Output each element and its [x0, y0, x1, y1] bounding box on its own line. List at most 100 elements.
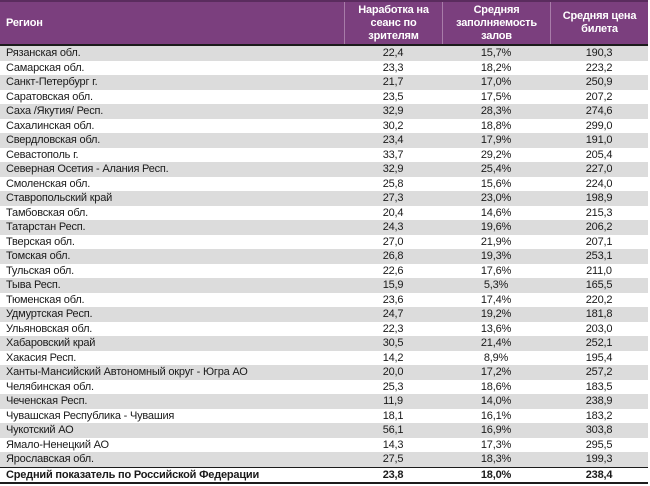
- region-cell: Саратовская обл.: [6, 90, 93, 103]
- price-cell: 299,0: [585, 119, 613, 132]
- occupancy-cell: 8,9%: [483, 351, 509, 364]
- price-cell: 252,1: [585, 337, 613, 349]
- table-row: Чукотский АО 56,1 16,9% 303,8: [0, 423, 648, 438]
- price-cell: 198,9: [585, 192, 613, 204]
- region-cell: Тюменская обл.: [6, 293, 85, 306]
- table-row: Саратовская обл. 23,5 17,5% 207,2: [0, 89, 648, 104]
- occupancy-cell: 17,2%: [480, 366, 512, 378]
- per-session-cell: 30,2: [382, 119, 404, 132]
- occupancy-cell: 17,0%: [480, 76, 512, 88]
- price-cell: 165,5: [585, 279, 613, 291]
- table-row: Саха /Якутия/ Респ. 32,9 28,3% 274,6: [0, 104, 648, 119]
- occupancy-cell: 19,3%: [480, 250, 512, 262]
- region-cell: Ханты-Мансийский Автономный округ - Югра…: [6, 366, 248, 378]
- table-row: Чувашская Республика - Чувашия 18,1 16,1% 1…: [0, 408, 648, 423]
- region-cell: Тверская обл.: [6, 235, 75, 248]
- region-cell: Сахалинская обл.: [6, 119, 95, 132]
- price-cell: 199,3: [585, 453, 613, 465]
- occupancy-cell: 5,3%: [483, 279, 509, 291]
- occupancy-cell: 15,6%: [480, 177, 512, 190]
- table-row: Чеченская Респ. 11,9 14,0% 238,9: [0, 394, 648, 409]
- per-session-cell: 56,1: [382, 424, 404, 436]
- occupancy-cell: 14,0%: [480, 395, 512, 407]
- per-session-cell: 15,9: [382, 279, 404, 291]
- table-row: Тыва Респ. 15,9 5,3% 165,5: [0, 278, 648, 293]
- table-row: Самарская обл. 23,3 18,2% 223,2: [0, 60, 648, 75]
- occupancy-cell: 17,9%: [480, 134, 512, 146]
- price-cell: 207,2: [585, 90, 613, 103]
- column-header-avg-ticket-price: Средняя цена билета: [550, 2, 648, 44]
- per-session-cell: 27,0: [382, 235, 404, 248]
- per-session-cell: 20,0: [382, 366, 404, 378]
- column-header-region: Регион: [6, 16, 43, 29]
- price-cell: 220,2: [585, 293, 613, 306]
- price-cell: 195,4: [585, 351, 613, 364]
- region-cell: Томская обл.: [6, 250, 71, 262]
- region-cell: Чувашская Республика - Чувашия: [6, 409, 175, 422]
- region-cell: Хакасия Респ.: [6, 351, 77, 364]
- table-row: Рязанская обл. 22,4 15,7% 190,3: [0, 46, 648, 61]
- occupancy-cell: 17,3%: [480, 438, 512, 451]
- table-row: Севастополь г. 33,7 29,2% 205,4: [0, 147, 648, 162]
- table-row: Хабаровский край 30,5 21,4% 252,1: [0, 336, 648, 351]
- per-session-cell: 25,3: [382, 380, 404, 393]
- price-cell: 203,0: [585, 322, 613, 335]
- table-row: Тамбовская обл. 20,4 14,6% 215,3: [0, 205, 648, 220]
- region-cell: Рязанская обл.: [6, 47, 81, 59]
- price-cell: 190,3: [585, 47, 613, 59]
- table-row: Сахалинская обл. 30,2 18,8% 299,0: [0, 118, 648, 133]
- region-cell: Чеченская Респ.: [6, 395, 88, 407]
- total-price-value: 238,4: [585, 468, 613, 481]
- total-occupancy-value: 18,0%: [480, 468, 512, 481]
- region-cell: Ульяновская обл.: [6, 322, 93, 335]
- table-row: Ямало-Ненецкий АО 14,3 17,3% 295,5: [0, 437, 648, 452]
- region-cell: Северная Осетия - Алания Респ.: [6, 163, 169, 175]
- occupancy-cell: 23,0%: [480, 192, 512, 204]
- table-row: Тюменская обл. 23,6 17,4% 220,2: [0, 292, 648, 307]
- total-row: Средний показатель по Российской Федерац…: [0, 466, 648, 484]
- region-cell: Севастополь г.: [6, 148, 79, 161]
- per-session-cell: 11,9: [383, 395, 403, 407]
- occupancy-cell: 16,9%: [480, 424, 512, 436]
- price-cell: 274,6: [585, 105, 613, 117]
- per-session-cell: 25,8: [382, 177, 404, 190]
- price-cell: 250,9: [585, 76, 613, 88]
- price-cell: 211,0: [586, 264, 612, 277]
- occupancy-cell: 18,3%: [480, 453, 512, 465]
- occupancy-cell: 14,6%: [480, 206, 512, 219]
- per-session-cell: 24,3: [382, 221, 404, 233]
- per-session-cell: 14,2: [382, 351, 404, 364]
- column-header-hall-occupancy: Средняя заполняемость залов: [442, 2, 550, 44]
- table-row: Томская обл. 26,8 19,3% 253,1: [0, 249, 648, 264]
- price-cell: 183,2: [585, 409, 613, 422]
- table-body: Рязанская обл. 22,4 15,7% 190,3 Самарская об…: [0, 46, 648, 467]
- table-row: Свердловская обл. 23,4 17,9% 191,0: [0, 133, 648, 148]
- occupancy-cell: 17,6%: [480, 264, 512, 277]
- price-cell: 215,3: [585, 206, 613, 219]
- table-row: Тульская обл. 22,6 17,6% 211,0: [0, 263, 648, 278]
- table-row: Ярославская обл. 27,5 18,3% 199,3: [0, 452, 648, 467]
- table-row: Санкт-Петербург г. 21,7 17,0% 250,9: [0, 75, 648, 90]
- region-cell: Ярославская обл.: [6, 453, 94, 465]
- table-row: Смоленская обл. 25,8 15,6% 224,0: [0, 176, 648, 191]
- per-session-cell: 23,4: [382, 134, 404, 146]
- table-row: Челябинская обл. 25,3 18,6% 183,5: [0, 379, 648, 394]
- table-row: Северная Осетия - Алания Респ. 32,9 25,4% 2…: [0, 162, 648, 177]
- price-cell: 181,8: [585, 308, 613, 320]
- per-session-cell: 30,5: [382, 337, 404, 349]
- per-session-cell: 21,7: [382, 76, 404, 88]
- per-session-cell: 18,1: [382, 409, 404, 422]
- occupancy-cell: 13,6%: [480, 322, 512, 335]
- per-session-cell: 23,5: [382, 90, 404, 103]
- price-cell: 205,4: [585, 148, 613, 161]
- per-session-cell: 22,6: [382, 264, 404, 277]
- price-cell: 206,2: [585, 221, 613, 233]
- per-session-cell: 23,3: [382, 61, 404, 74]
- column-header-per-session-attendance: Наработка на сеанс по зрителям: [344, 2, 442, 44]
- occupancy-cell: 17,4%: [480, 293, 512, 306]
- total-row-label: Средний показатель по Российской Федерац…: [6, 468, 260, 481]
- region-cell: Тульская обл.: [6, 264, 74, 277]
- total-per-session-value: 23,8: [382, 468, 404, 481]
- occupancy-cell: 28,3%: [480, 105, 512, 117]
- region-cell: Тыва Респ.: [6, 279, 61, 291]
